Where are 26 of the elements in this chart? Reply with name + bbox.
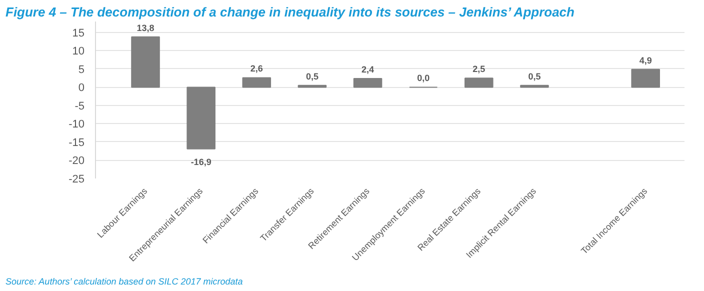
data-label: 2,5 bbox=[472, 64, 486, 74]
y-tick-label: 0 bbox=[78, 82, 85, 94]
y-tick-label: -15 bbox=[68, 136, 85, 149]
y-tick-label: 10 bbox=[72, 46, 85, 58]
y-tick-label: 5 bbox=[78, 64, 85, 76]
y-tick-label: -5 bbox=[74, 100, 84, 112]
data-label: 0,5 bbox=[306, 71, 318, 82]
y-tick-label: -20 bbox=[68, 155, 85, 168]
bar bbox=[186, 86, 216, 150]
data-label: 2,4 bbox=[362, 64, 374, 74]
data-label: -16,9 bbox=[190, 156, 212, 167]
bar bbox=[242, 77, 272, 88]
y-tick-label: -10 bbox=[68, 118, 85, 131]
data-label: 2,6 bbox=[250, 64, 263, 74]
chart-title: Figure 4 – The decomposition of a change in inequality into its sources – Jenkins’ Approach bbox=[6, 4, 575, 20]
source-note: Source: Authors’ calculation based on SILC 2017 microdata bbox=[6, 276, 243, 286]
bar bbox=[131, 36, 160, 88]
data-label: 4,9 bbox=[639, 55, 652, 66]
data-label: 13,8 bbox=[136, 22, 154, 33]
y-tick-label: 15 bbox=[72, 27, 85, 40]
bar bbox=[353, 78, 382, 88]
y-tick-label: -25 bbox=[68, 174, 85, 186]
bar bbox=[464, 78, 494, 88]
bar bbox=[631, 68, 660, 88]
data-label: 0,5 bbox=[528, 71, 541, 82]
data-label: 0,0 bbox=[417, 73, 430, 84]
